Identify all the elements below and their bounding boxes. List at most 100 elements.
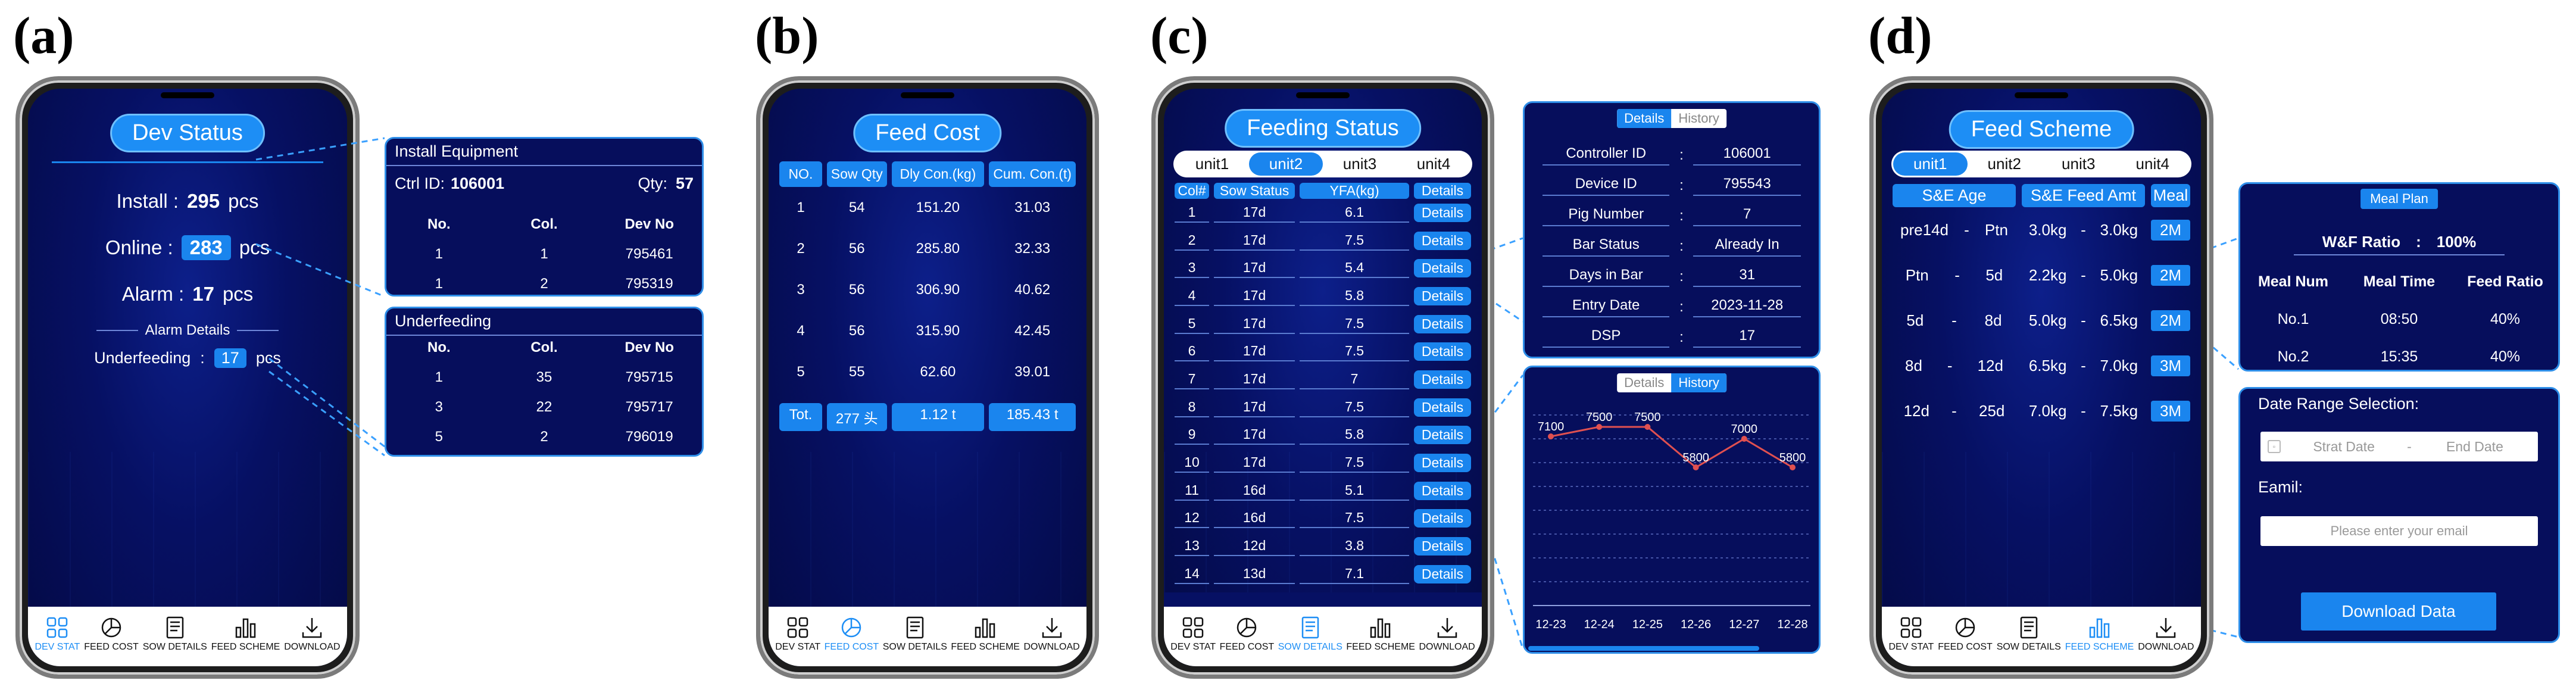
table-row: 4 17d 5.8 Details bbox=[1175, 282, 1471, 310]
details-button[interactable]: Details bbox=[1414, 398, 1471, 417]
details-history-tabs: Details History bbox=[1617, 109, 1726, 128]
amount-part: - bbox=[2081, 356, 2086, 375]
screen-feed-cost: Feed Cost NO. Sow Qty Dly Con.(kg) Cum. … bbox=[769, 89, 1086, 666]
meal-button[interactable]: 2M bbox=[2151, 264, 2190, 286]
table-cell: 17d bbox=[1214, 342, 1295, 362]
table-row: 3 17d 5.4 Details bbox=[1175, 254, 1471, 282]
feeding-history-line-chart: 7100 7500 7500 5800 7000 5800 12-23 12-24 12-25 1… bbox=[1533, 411, 1810, 631]
download-icon bbox=[1437, 618, 1457, 638]
feed-amount-range: 7.0kg -7.5kg bbox=[2022, 402, 2145, 420]
chart-scrollbar[interactable] bbox=[1528, 646, 1759, 651]
nav-feed-scheme[interactable]: FEED SCHEME bbox=[211, 616, 280, 653]
nav-dev-stat[interactable]: DEV STAT bbox=[775, 616, 820, 653]
details-button[interactable]: Details bbox=[1414, 259, 1471, 278]
meal-button[interactable]: 3M bbox=[2151, 400, 2190, 422]
nav-feed-cost[interactable]: FEED COST bbox=[1938, 616, 1993, 653]
tab-details[interactable]: Details bbox=[1624, 375, 1665, 390]
table-row: No.1 08:50 40% bbox=[2277, 311, 2521, 327]
nav-feed-cost[interactable]: FEED COST bbox=[84, 616, 139, 653]
nav-download[interactable]: DOWNLOAD bbox=[284, 616, 340, 653]
nav-dev-stat[interactable]: DEV STAT bbox=[1170, 616, 1216, 653]
details-button[interactable]: Details bbox=[1414, 564, 1471, 583]
meal-plan-popup: Meal Plan W&F Ratio : 100% Meal Num Meal… bbox=[2238, 182, 2560, 372]
table-cell: 17d bbox=[1214, 398, 1295, 417]
online-count[interactable]: 283 bbox=[181, 235, 231, 260]
nav-feed-cost[interactable]: FEED COST bbox=[1220, 616, 1274, 653]
tab-unit3[interactable]: unit3 bbox=[1342, 155, 1377, 173]
screen-feed-scheme: Feed Scheme unit1 unit2 unit3 unit4 S&E … bbox=[1882, 89, 2201, 666]
age-part: - bbox=[1951, 311, 1957, 329]
tab-details[interactable]: Details bbox=[1617, 109, 1672, 128]
tab-unit2[interactable]: unit2 bbox=[1249, 152, 1323, 176]
details-button[interactable]: Details bbox=[1414, 203, 1471, 222]
end-date-field[interactable]: End Date bbox=[2446, 438, 2503, 454]
details-button[interactable]: Details bbox=[1414, 370, 1471, 389]
details-button[interactable]: Details bbox=[1414, 537, 1471, 556]
nav-feed-scheme[interactable]: FEED SCHEME bbox=[2065, 616, 2134, 653]
nav-download[interactable]: DOWNLOAD bbox=[1419, 616, 1475, 653]
details-button[interactable]: Details bbox=[1414, 314, 1471, 333]
bar-chart-icon bbox=[2089, 618, 2109, 638]
field-label: Device ID bbox=[1543, 176, 1670, 196]
alarm-count: 17 bbox=[192, 283, 214, 305]
data-point bbox=[1548, 433, 1554, 439]
nav-sow-details[interactable]: SOW DETAILS bbox=[1997, 616, 2061, 653]
nav-feed-cost[interactable]: FEED COST bbox=[825, 616, 879, 653]
details-button[interactable]: Details bbox=[1414, 509, 1471, 528]
details-button[interactable]: Details bbox=[1414, 342, 1471, 361]
tab-unit3[interactable]: unit3 bbox=[2062, 155, 2096, 173]
table-cell: 6 bbox=[1175, 342, 1209, 362]
nav-download[interactable]: DOWNLOAD bbox=[2138, 616, 2194, 653]
table-cell: 17d bbox=[1214, 203, 1295, 223]
nav-dev-stat[interactable]: DEV STAT bbox=[1888, 616, 1934, 653]
details-button[interactable]: Details bbox=[1414, 426, 1471, 445]
nav-feed-scheme[interactable]: FEED SCHEME bbox=[951, 616, 1020, 653]
nav-sow-details[interactable]: SOW DETAILS bbox=[1278, 616, 1342, 653]
tab-unit1[interactable]: unit1 bbox=[1195, 155, 1229, 173]
amount-part: 2.2kg bbox=[2028, 266, 2067, 284]
nav-dev-stat[interactable]: DEV STAT bbox=[35, 616, 80, 653]
details-button[interactable]: Details bbox=[1414, 481, 1471, 500]
document-icon bbox=[906, 616, 924, 639]
table-cell: 32.33 bbox=[1014, 240, 1051, 257]
meal-button[interactable]: 2M bbox=[2151, 310, 2190, 331]
table-row: 1 2 795319 bbox=[435, 276, 673, 292]
table-cell: 7.5 bbox=[1300, 453, 1409, 473]
qty: Qty: 57 bbox=[638, 174, 694, 192]
amount-part: 3.0kg bbox=[2100, 220, 2138, 239]
table-row: 9 17d 5.8 Details bbox=[1175, 422, 1471, 450]
table-cell: 9 bbox=[1175, 425, 1209, 445]
date-range-input[interactable]: ▫ Strat Date - End Date bbox=[2260, 432, 2538, 461]
series-line bbox=[1550, 426, 1793, 469]
details-button[interactable]: Details bbox=[1414, 286, 1471, 305]
table-cell: 5.8 bbox=[1300, 286, 1409, 306]
nav-download[interactable]: DOWNLOAD bbox=[1023, 616, 1080, 653]
email-input[interactable]: Please enter your email bbox=[2260, 516, 2538, 546]
tab-unit4[interactable]: unit4 bbox=[2135, 155, 2169, 173]
table-cell: 4 bbox=[797, 322, 805, 339]
details-button[interactable]: Details bbox=[1414, 454, 1471, 473]
details-button[interactable]: Details bbox=[1414, 231, 1471, 250]
underfeeding-table: No. Col. Dev No 1 35 795715 3 22 795717 … bbox=[386, 339, 702, 445]
tab-unit1[interactable]: unit1 bbox=[1893, 152, 1968, 176]
age-part: pre14d bbox=[1900, 220, 1949, 239]
table-row: 2 56 285.80 32.33 bbox=[779, 228, 1076, 269]
tab-history[interactable]: History bbox=[1678, 111, 1719, 126]
nav-sow-details[interactable]: SOW DETAILS bbox=[143, 616, 207, 653]
table-cell: 7.5 bbox=[1300, 342, 1409, 362]
start-date-field[interactable]: Strat Date bbox=[2313, 438, 2375, 454]
underfeeding-count[interactable]: 17 bbox=[214, 348, 246, 368]
tab-history[interactable]: History bbox=[1671, 373, 1726, 392]
nav-sow-details[interactable]: SOW DETAILS bbox=[883, 616, 947, 653]
table-cell: 5 bbox=[797, 363, 805, 380]
document-icon bbox=[1301, 616, 1319, 639]
nav-feed-scheme[interactable]: FEED SCHEME bbox=[1346, 616, 1415, 653]
data-point bbox=[1596, 424, 1603, 430]
age-range: 12d - 25d bbox=[1893, 402, 2016, 420]
tab-unit4[interactable]: unit4 bbox=[1416, 155, 1451, 173]
field-label: Controller ID bbox=[1543, 145, 1670, 166]
meal-button[interactable]: 2M bbox=[2151, 219, 2190, 241]
tab-unit2[interactable]: unit2 bbox=[1987, 155, 2021, 173]
download-data-button[interactable]: Download Data bbox=[2301, 592, 2496, 631]
meal-button[interactable]: 3M bbox=[2151, 355, 2190, 376]
